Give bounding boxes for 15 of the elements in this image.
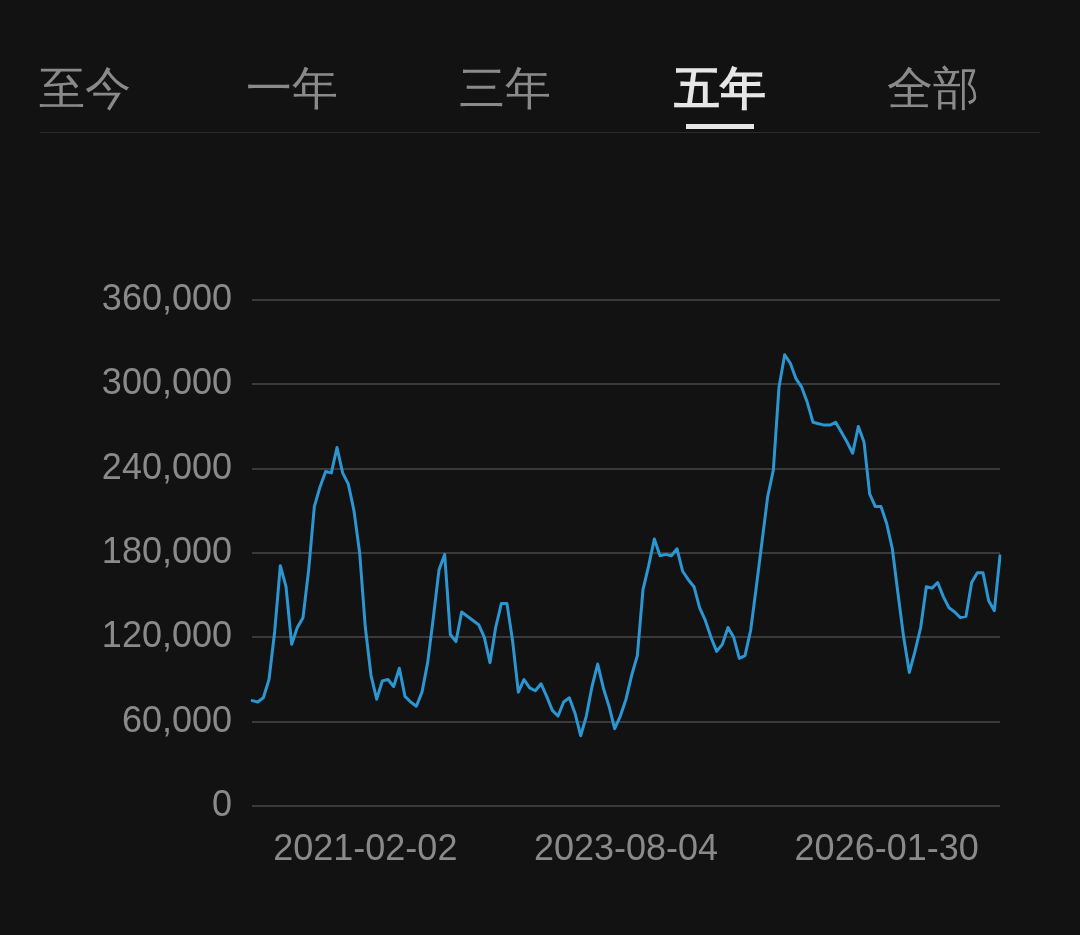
x-tick-label: 2026-01-30	[794, 826, 979, 868]
y-tick-label: 240,000	[101, 445, 232, 487]
y-tick-label: 300,000	[101, 361, 232, 403]
y-tick-label: 60,000	[121, 698, 232, 740]
text: 至今	[39, 61, 131, 116]
text: 全部	[887, 61, 979, 116]
text: 三年	[459, 61, 551, 116]
y-tick-label: 120,000	[101, 614, 232, 656]
text: 一年	[246, 61, 338, 116]
y-tick-label: 0	[211, 782, 232, 824]
x-tick-label: 2023-08-04	[533, 826, 719, 868]
y-tick-label: 180,000	[101, 529, 232, 571]
text: 五年	[674, 61, 766, 116]
x-tick-label: 2021-02-02	[273, 826, 458, 868]
y-tick-label: 360,000	[101, 276, 232, 318]
